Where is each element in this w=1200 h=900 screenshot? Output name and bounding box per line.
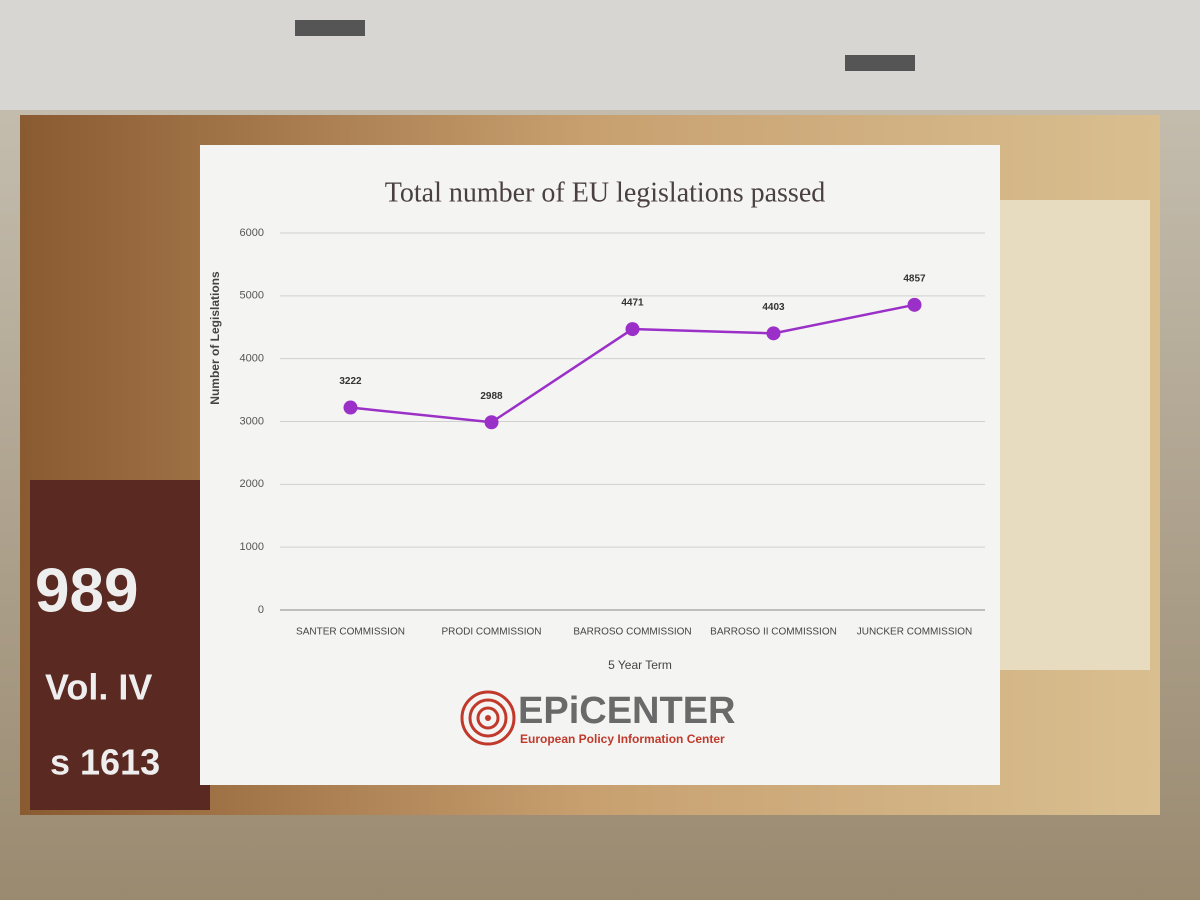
data-label: 4857: [903, 273, 926, 284]
data-point: [907, 297, 922, 312]
ceiling: [0, 0, 1200, 110]
photo-text: 989: [35, 556, 138, 625]
ceiling-vent: [845, 55, 915, 71]
data-label: 2988: [480, 391, 503, 402]
chart-title: Total number of EU legislations passed: [385, 177, 826, 208]
data-point: [766, 326, 781, 341]
y-tick-label: 1000: [240, 541, 264, 553]
y-tick-label: 0: [258, 604, 264, 616]
book-spines: [1000, 200, 1150, 670]
data-label: 4403: [762, 302, 785, 313]
logo-name: EPiCENTER: [518, 690, 735, 732]
y-tick-label: 2000: [240, 478, 264, 490]
data-point: [625, 322, 640, 337]
y-tick-label: 5000: [240, 290, 264, 302]
x-tick-label: BARROSO II COMMISSION: [710, 627, 837, 638]
photo-text: Vol. IV: [45, 667, 152, 708]
data-label: 4471: [621, 298, 644, 309]
data-point: [484, 415, 499, 430]
ceiling-vent: [295, 20, 365, 36]
photo-text: s 1613: [50, 742, 160, 783]
slide: [200, 145, 1000, 785]
data-point: [343, 400, 358, 415]
x-axis-label: 5 Year Term: [608, 658, 672, 672]
data-label: 3222: [339, 376, 362, 387]
y-tick-label: 6000: [240, 227, 264, 239]
x-tick-label: JUNCKER COMMISSION: [857, 627, 973, 638]
logo-ring: [468, 698, 508, 738]
logo-subtitle: European Policy Information Center: [520, 732, 725, 746]
y-tick-label: 3000: [240, 415, 264, 427]
x-tick-label: SANTER COMMISSION: [296, 627, 405, 638]
x-tick-label: BARROSO COMMISSION: [573, 627, 691, 638]
x-tick-label: PRODI COMMISSION: [441, 627, 541, 638]
book-spine: [30, 480, 210, 810]
logo-ring: [460, 690, 516, 746]
y-tick-label: 4000: [240, 353, 264, 365]
logo-ring: [485, 715, 491, 721]
logo-ring: [476, 706, 500, 730]
y-axis-label: Number of Legislations: [208, 271, 222, 405]
